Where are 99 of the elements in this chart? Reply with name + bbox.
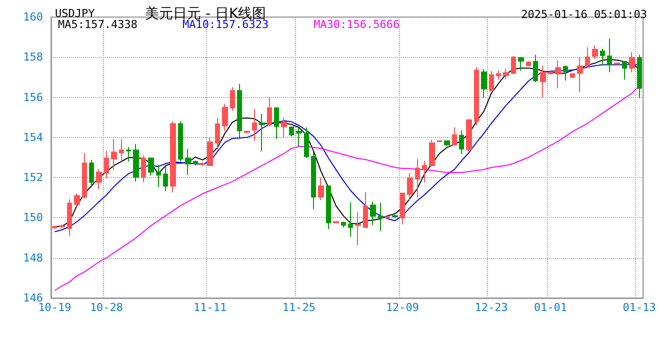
candlestick bbox=[119, 138, 124, 162]
candlestick bbox=[577, 56, 583, 93]
candlestick bbox=[341, 222, 346, 228]
candlestick bbox=[89, 159, 94, 188]
candlestick bbox=[222, 103, 228, 132]
candlestick bbox=[244, 130, 250, 134]
x-tick-label: 12-23 bbox=[474, 301, 508, 314]
candlestick bbox=[193, 160, 198, 166]
candlestick bbox=[104, 150, 109, 179]
candlestick bbox=[459, 130, 464, 155]
line-series bbox=[54, 85, 640, 291]
candlestick bbox=[74, 192, 80, 208]
y-tick-label: 156 bbox=[23, 90, 43, 104]
candlestick bbox=[148, 158, 154, 176]
candlestick bbox=[185, 148, 191, 176]
candlestick bbox=[614, 62, 620, 66]
y-tick-label: 150 bbox=[23, 211, 43, 224]
y-tick-label: 160 bbox=[23, 10, 43, 24]
candlestick bbox=[311, 152, 316, 210]
candlestick bbox=[163, 165, 168, 192]
candlestick bbox=[622, 61, 627, 80]
candlestick bbox=[267, 97, 272, 127]
candlestick bbox=[370, 201, 376, 226]
candlestick bbox=[518, 56, 524, 72]
candlestick bbox=[200, 162, 205, 166]
x-tick-label: 10-28 bbox=[90, 301, 124, 314]
candlestick bbox=[400, 192, 405, 225]
candlestick bbox=[326, 186, 331, 230]
x-tick-label: 11-25 bbox=[282, 301, 316, 314]
y-tick-label: 152 bbox=[23, 171, 43, 184]
candlestick bbox=[237, 83, 242, 140]
candlestick bbox=[429, 139, 435, 168]
candlestick bbox=[355, 211, 361, 246]
candlestick bbox=[318, 177, 324, 201]
x-tick-label: 11-11 bbox=[194, 301, 227, 314]
chart-subtitle: USDJPY bbox=[55, 7, 96, 20]
candlestick bbox=[141, 154, 146, 183]
candlestick bbox=[207, 136, 213, 166]
text: MA30:156.5666 bbox=[314, 18, 400, 31]
candlestick bbox=[548, 70, 553, 75]
candlestick bbox=[59, 224, 65, 228]
candlestick bbox=[600, 48, 605, 66]
candlestick bbox=[392, 214, 398, 218]
candlestick bbox=[96, 168, 102, 190]
candlestick bbox=[67, 198, 72, 236]
candlestick bbox=[570, 72, 575, 78]
candlestick bbox=[156, 164, 161, 188]
text: MA5:157.4338 bbox=[58, 18, 138, 31]
y-tick-label: 158 bbox=[23, 50, 43, 64]
candlestick bbox=[607, 38, 612, 73]
candlestick bbox=[333, 221, 339, 224]
candlestick bbox=[111, 138, 117, 170]
candlestick bbox=[637, 54, 642, 99]
candlestick bbox=[496, 70, 501, 80]
y-tick-label: 148 bbox=[23, 251, 43, 264]
y-tick-label: 154 bbox=[23, 130, 44, 144]
candlestick bbox=[503, 68, 509, 80]
candlestick bbox=[363, 192, 368, 228]
x-tick-label: 01-01 bbox=[534, 301, 568, 314]
candlestick bbox=[481, 68, 487, 98]
candlestick bbox=[489, 70, 494, 92]
candlestick bbox=[555, 60, 561, 89]
candlestick bbox=[170, 120, 176, 193]
candlestick bbox=[563, 65, 568, 82]
candlestick bbox=[385, 215, 390, 220]
candlestick bbox=[178, 120, 183, 162]
candlestick bbox=[289, 126, 294, 137]
candlestick bbox=[422, 160, 427, 183]
candlestick bbox=[348, 202, 353, 238]
candlestick bbox=[511, 56, 516, 75]
candlestick bbox=[126, 146, 131, 162]
candlestick bbox=[52, 225, 57, 230]
candlestick bbox=[407, 172, 413, 201]
candlestick bbox=[444, 140, 450, 146]
candlestick bbox=[592, 45, 598, 60]
annotation: 2025-01-16 05:01:03 bbox=[521, 8, 648, 21]
candlestick bbox=[629, 52, 635, 73]
candlestick bbox=[378, 202, 383, 232]
candlestick bbox=[133, 144, 139, 182]
candlestick bbox=[585, 46, 590, 68]
candlestick bbox=[474, 66, 479, 126]
x-tick-label: 12-09 bbox=[386, 301, 420, 314]
candlestick bbox=[259, 113, 265, 152]
candlestick bbox=[526, 61, 531, 67]
text: MA10:157.6323 bbox=[182, 18, 269, 31]
x-tick-label: 01-13 bbox=[622, 301, 656, 314]
candlestick bbox=[274, 107, 279, 140]
candlestick bbox=[281, 116, 287, 138]
candlestick bbox=[82, 152, 87, 199]
candlestick bbox=[415, 158, 420, 198]
candlestick bbox=[230, 86, 235, 112]
candlestick bbox=[215, 117, 220, 150]
candlestick bbox=[540, 65, 546, 98]
candlestick bbox=[304, 126, 309, 159]
candlestick bbox=[296, 126, 302, 147]
candlestick bbox=[452, 126, 457, 146]
candlestick bbox=[533, 54, 538, 83]
candlestick bbox=[466, 118, 472, 152]
candlestick bbox=[252, 108, 257, 142]
